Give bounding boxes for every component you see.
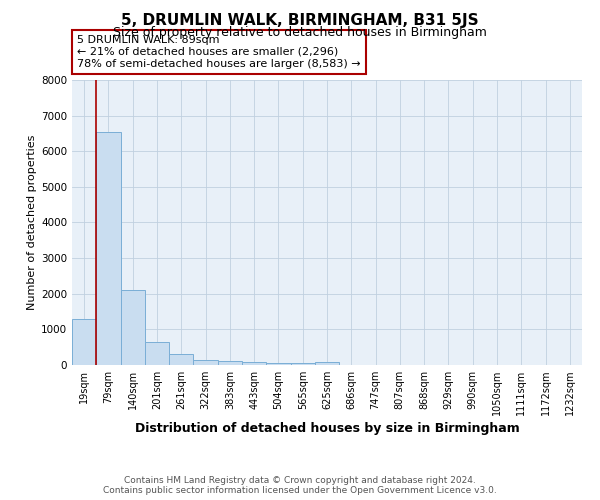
Text: 5 DRUMLIN WALK: 89sqm
← 21% of detached houses are smaller (2,296)
78% of semi-d: 5 DRUMLIN WALK: 89sqm ← 21% of detached …: [77, 36, 361, 68]
Bar: [266, 363, 290, 365]
Bar: [145, 342, 169, 365]
Bar: [315, 362, 339, 365]
X-axis label: Distribution of detached houses by size in Birmingham: Distribution of detached houses by size …: [134, 422, 520, 436]
Bar: [218, 362, 242, 365]
Y-axis label: Number of detached properties: Number of detached properties: [27, 135, 37, 310]
Bar: [72, 318, 96, 365]
Bar: [121, 290, 145, 365]
Bar: [193, 360, 218, 365]
Text: 5, DRUMLIN WALK, BIRMINGHAM, B31 5JS: 5, DRUMLIN WALK, BIRMINGHAM, B31 5JS: [121, 12, 479, 28]
Bar: [96, 132, 121, 365]
Bar: [290, 363, 315, 365]
Bar: [169, 354, 193, 365]
Text: Contains HM Land Registry data © Crown copyright and database right 2024.
Contai: Contains HM Land Registry data © Crown c…: [103, 476, 497, 495]
Text: Size of property relative to detached houses in Birmingham: Size of property relative to detached ho…: [113, 26, 487, 39]
Bar: [242, 362, 266, 365]
